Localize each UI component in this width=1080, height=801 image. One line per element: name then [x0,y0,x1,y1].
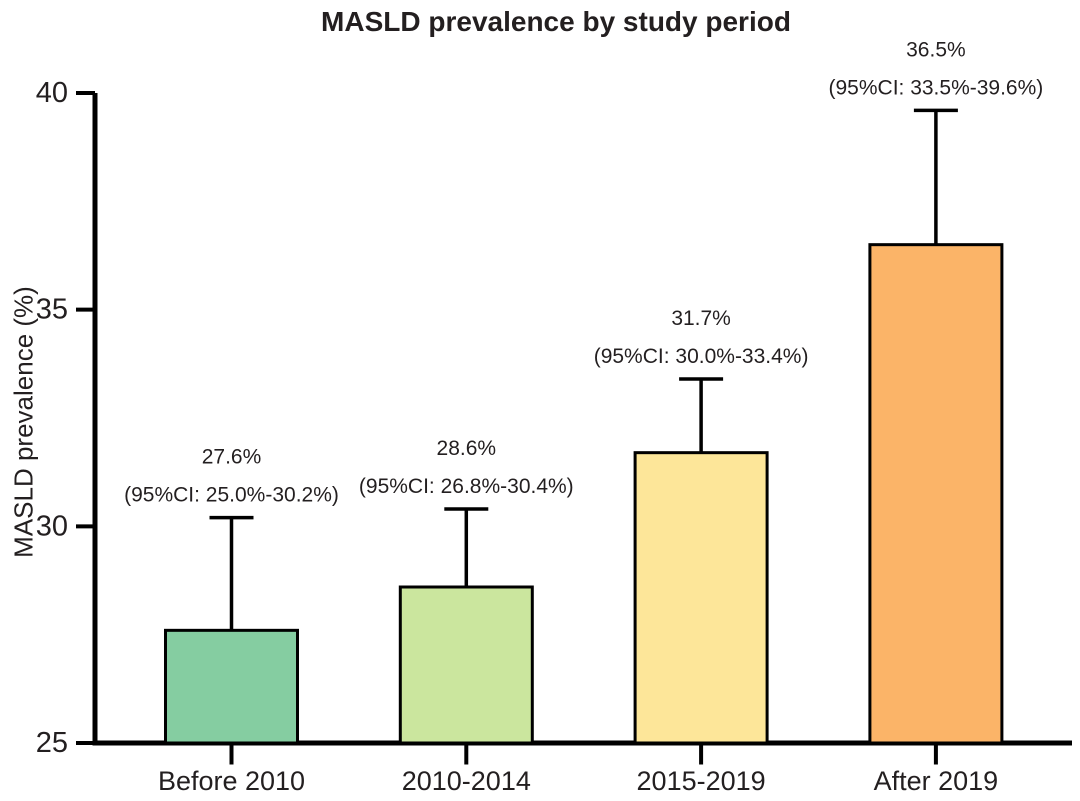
bar-ci-label: (95%CI: 30.0%-33.4%) [594,345,809,368]
bar-after-2019 [868,243,1004,745]
bar-ci-label: (95%CI: 33.5%-39.6%) [829,76,1044,99]
x-tick-label: After 2019 [874,766,999,796]
x-tick-label: 2010-2014 [402,766,531,796]
y-tick-label: 35 [36,294,68,326]
y-tick-label: 40 [36,77,68,109]
chart-title: MASLD prevalence by study period [321,6,791,37]
bar-2010-2014 [398,585,534,745]
bar-2015-2019 [633,451,769,745]
x-tick-label: Before 2010 [158,766,305,796]
y-axis-title: MASLD prevalence (%) [8,286,39,558]
x-tick-label: 2015-2019 [637,766,766,796]
y-tick-label: 30 [36,510,68,542]
bar-value-label: 36.5% [906,38,966,61]
bar-value-label: 31.7% [671,307,731,330]
bar-ci-label: (95%CI: 25.0%-30.2%) [124,484,339,507]
bar-ci-label: (95%CI: 26.8%-30.4%) [359,475,574,498]
bar-value-label: 28.6% [437,437,497,460]
y-tick-label: 25 [36,727,68,759]
bar-value-label: 27.6% [202,446,262,469]
bar-before-2010 [164,628,299,745]
